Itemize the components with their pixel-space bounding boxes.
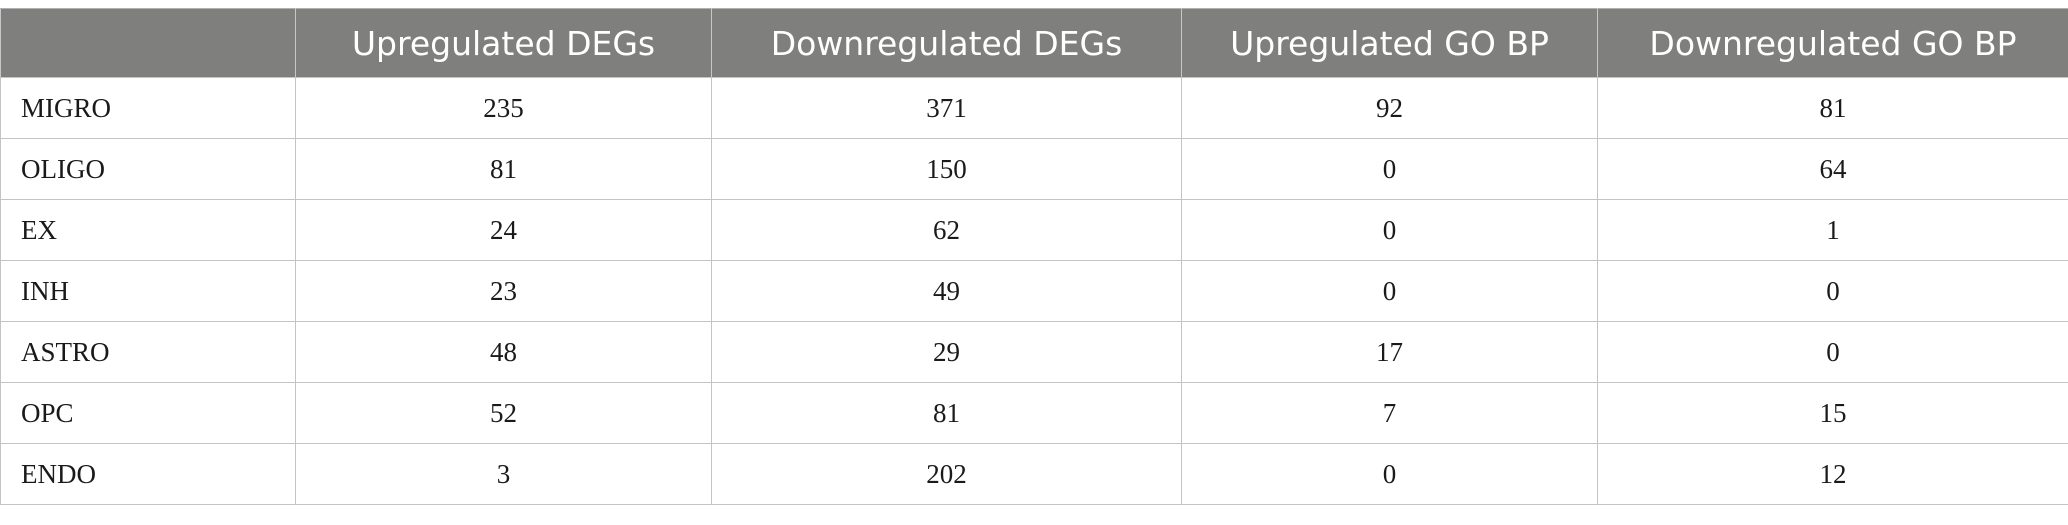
table-row: OLIGO 81 150 0 64 [0,138,2068,200]
header-cell-upregulated-go-bp: Upregulated GO BP [1181,8,1598,78]
downregulated-go-bp-cell: 0 [1597,260,2068,322]
downregulated-degs-cell: 371 [711,77,1182,139]
upregulated-degs-cell: 24 [295,199,712,261]
table-row: INH 23 49 0 0 [0,260,2068,322]
header-row: Upregulated DEGs Downregulated DEGs Upre… [0,8,2068,78]
upregulated-go-bp-cell: 0 [1181,138,1598,200]
downregulated-go-bp-cell: 15 [1597,382,2068,444]
table-row: MIGRO 235 371 92 81 [0,77,2068,139]
upregulated-go-bp-cell: 0 [1181,443,1598,505]
downregulated-degs-cell: 62 [711,199,1182,261]
upregulated-go-bp-cell: 17 [1181,321,1598,383]
table-row: EX 24 62 0 1 [0,199,2068,261]
upregulated-degs-cell: 52 [295,382,712,444]
row-label-cell: MIGRO [0,77,296,139]
downregulated-degs-cell: 49 [711,260,1182,322]
header-cell-upregulated-degs: Upregulated DEGs [295,8,712,78]
upregulated-degs-cell: 3 [295,443,712,505]
row-label-cell: ENDO [0,443,296,505]
row-label-cell: INH [0,260,296,322]
deg-summary-table: Upregulated DEGs Downregulated DEGs Upre… [0,8,2068,505]
table-row: ENDO 3 202 0 12 [0,443,2068,505]
upregulated-go-bp-cell: 0 [1181,260,1598,322]
row-label-cell: OPC [0,382,296,444]
row-label-cell: EX [0,199,296,261]
downregulated-go-bp-cell: 0 [1597,321,2068,383]
downregulated-go-bp-cell: 1 [1597,199,2068,261]
downregulated-go-bp-cell: 81 [1597,77,2068,139]
downregulated-degs-cell: 202 [711,443,1182,505]
table-row: OPC 52 81 7 15 [0,382,2068,444]
downregulated-go-bp-cell: 64 [1597,138,2068,200]
table-row: ASTRO 48 29 17 0 [0,321,2068,383]
upregulated-degs-cell: 81 [295,138,712,200]
upregulated-degs-cell: 23 [295,260,712,322]
header-cell-downregulated-go-bp: Downregulated GO BP [1597,8,2068,78]
table-header: Upregulated DEGs Downregulated DEGs Upre… [0,8,2068,78]
row-label-cell: OLIGO [0,138,296,200]
upregulated-go-bp-cell: 7 [1181,382,1598,444]
upregulated-go-bp-cell: 0 [1181,199,1598,261]
downregulated-degs-cell: 81 [711,382,1182,444]
upregulated-degs-cell: 235 [295,77,712,139]
upregulated-degs-cell: 48 [295,321,712,383]
downregulated-degs-cell: 29 [711,321,1182,383]
header-cell-downregulated-degs: Downregulated DEGs [711,8,1182,78]
header-cell-cell-type [0,8,296,78]
downregulated-degs-cell: 150 [711,138,1182,200]
upregulated-go-bp-cell: 92 [1181,77,1598,139]
row-label-cell: ASTRO [0,321,296,383]
downregulated-go-bp-cell: 12 [1597,443,2068,505]
table-body: MIGRO 235 371 92 81 OLIGO 81 150 0 64 EX… [0,77,2068,505]
